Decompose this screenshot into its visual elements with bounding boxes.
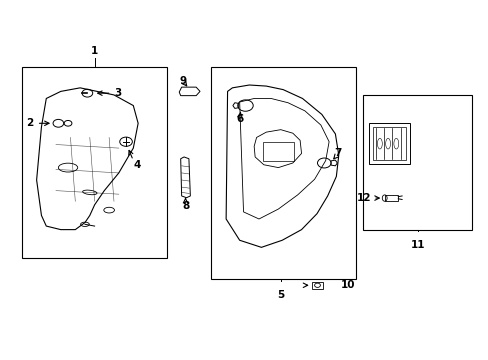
Text: 11: 11 (409, 240, 424, 250)
Text: 8: 8 (182, 201, 189, 211)
Text: 9: 9 (179, 76, 186, 86)
Bar (263, 142, 294, 161)
Bar (22, 67, 167, 258)
Bar (311, 282, 322, 289)
Text: 3: 3 (114, 88, 121, 98)
Bar (384, 195, 397, 201)
Bar (368, 123, 409, 164)
Text: 2: 2 (26, 118, 33, 128)
Bar (362, 95, 471, 230)
Text: 4: 4 (133, 160, 141, 170)
Text: 7: 7 (333, 148, 341, 158)
Text: 12: 12 (356, 193, 371, 203)
Text: 5: 5 (277, 290, 284, 300)
Bar (210, 67, 355, 279)
Bar (372, 127, 406, 160)
Text: 6: 6 (236, 114, 243, 124)
Text: 1: 1 (91, 46, 98, 56)
Text: 10: 10 (341, 280, 355, 290)
